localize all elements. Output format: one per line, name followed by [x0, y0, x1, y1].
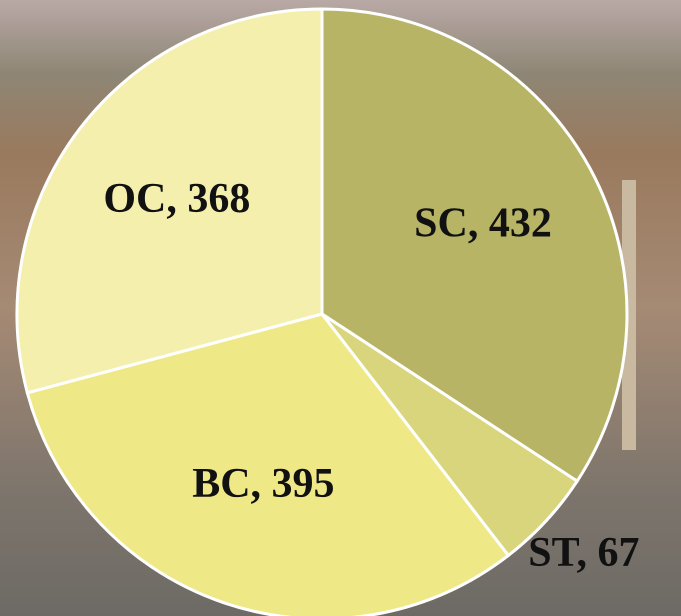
pie-slice	[15, 7, 324, 395]
pie	[15, 7, 629, 616]
background-pole	[622, 180, 636, 450]
data-label: OC, 368	[103, 176, 250, 222]
data-label: SC, 432	[414, 201, 552, 247]
data-label: ST, 67	[528, 530, 639, 576]
pie-slice	[25, 312, 511, 616]
data-label: BC, 395	[192, 461, 334, 507]
